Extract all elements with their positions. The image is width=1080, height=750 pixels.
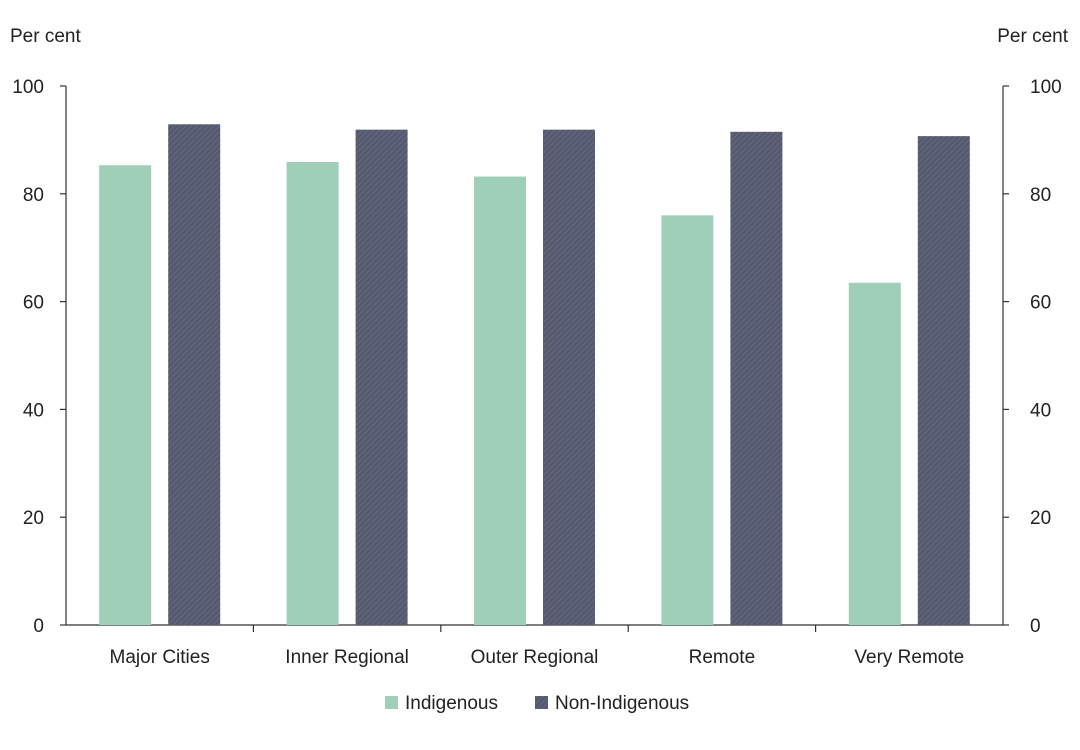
bar-indigenous xyxy=(286,161,339,625)
y-tick-label-left: 20 xyxy=(23,508,44,529)
y-tick-label-right: 20 xyxy=(1030,508,1051,529)
y-tick-label-right: 40 xyxy=(1030,400,1051,421)
y-tick-label-right: 80 xyxy=(1030,185,1051,206)
legend-label: Indigenous xyxy=(405,693,498,714)
bar-indigenous xyxy=(474,176,526,625)
y-tick-label-left: 40 xyxy=(23,400,44,421)
y-tick-label-right: 0 xyxy=(1030,616,1041,637)
bars xyxy=(99,124,970,626)
y-axis-unit-right: Per cent xyxy=(997,26,1068,47)
bar-non-indigenous xyxy=(355,129,408,625)
bar-non-indigenous xyxy=(168,124,221,626)
bar-non-indigenous xyxy=(917,136,970,625)
y-tick-label-left: 100 xyxy=(12,77,44,98)
y-tick-label-right: 100 xyxy=(1030,77,1062,98)
legend: Indigenous Non-Indigenous xyxy=(385,693,689,714)
x-tick-label: Very Remote xyxy=(854,647,964,668)
y-axis-unit-left: Per cent xyxy=(10,26,81,47)
bar-indigenous xyxy=(848,282,901,625)
legend-swatch xyxy=(385,696,398,709)
bar-non-indigenous xyxy=(543,129,595,625)
y-tick-label-left: 60 xyxy=(23,293,44,314)
x-tick-label: Remote xyxy=(689,647,756,668)
x-tick-label: Inner Regional xyxy=(285,647,409,668)
y-tick-label-left: 80 xyxy=(23,185,44,206)
legend-label: Non-Indigenous xyxy=(555,693,689,714)
y-tick-label-left: 0 xyxy=(33,616,44,637)
bar-non-indigenous xyxy=(730,131,783,625)
bar-indigenous xyxy=(99,165,152,625)
x-tick-label: Outer Regional xyxy=(471,647,599,668)
legend-swatch xyxy=(535,696,548,709)
x-tick-label: Major Cities xyxy=(110,647,210,668)
y-tick-label-right: 60 xyxy=(1030,293,1051,314)
axes: 0 0 20 20 40 40 60 60 80 80 100 100 Major Cities Inne… xyxy=(12,77,1061,668)
bar-indigenous xyxy=(661,215,714,626)
